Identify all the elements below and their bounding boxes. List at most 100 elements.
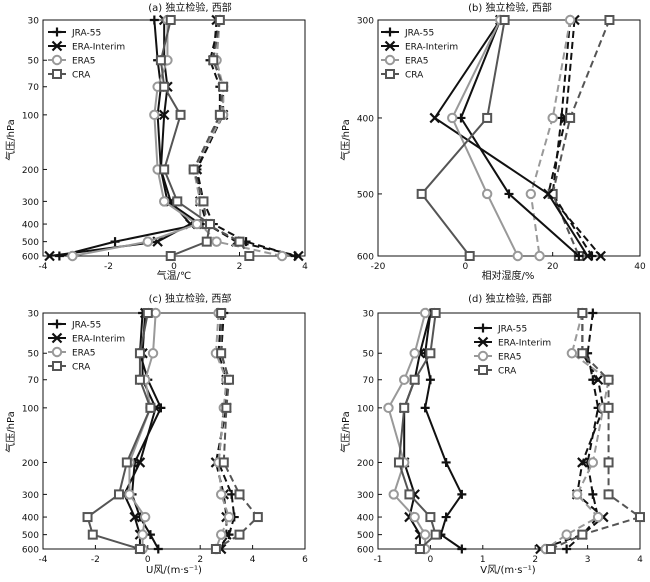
square-marker xyxy=(142,308,153,318)
x-tick-label: 1 xyxy=(480,555,486,565)
circle-marker xyxy=(383,402,394,414)
square-marker xyxy=(234,236,245,247)
plus-marker xyxy=(153,544,163,554)
legend-label: ERA-Interim xyxy=(498,339,551,349)
series-line xyxy=(547,19,602,257)
cross-marker xyxy=(429,112,441,124)
x-tick-label: 2 xyxy=(237,262,243,272)
square-marker xyxy=(393,457,404,468)
plus-marker xyxy=(420,403,430,413)
x-tick-label: 20 xyxy=(547,262,559,272)
x-axis-label: 相对湿度/% xyxy=(482,269,535,282)
series-cra-dashed xyxy=(547,15,615,261)
square-marker xyxy=(577,529,588,540)
circle-marker xyxy=(137,529,148,540)
plus-marker xyxy=(457,489,467,499)
legend-label: CRA xyxy=(405,71,424,81)
square-marker xyxy=(416,188,427,199)
series-era5-dashed xyxy=(540,307,614,555)
y-tick-label: 30 xyxy=(363,310,375,320)
square-marker xyxy=(603,457,614,468)
circle-marker xyxy=(447,112,458,124)
square-marker xyxy=(87,529,98,540)
circle-marker xyxy=(388,489,399,500)
y-tick-label: 600 xyxy=(357,546,374,556)
y-tick-label: 100 xyxy=(22,404,39,414)
x-tick-label: -2 xyxy=(91,555,100,565)
square-marker xyxy=(214,15,225,25)
plus-marker xyxy=(562,544,572,554)
y-tick-label: 200 xyxy=(22,166,39,176)
cross-marker xyxy=(582,250,593,262)
circle-marker xyxy=(477,350,489,362)
cross-marker xyxy=(477,336,489,348)
square-marker xyxy=(145,402,156,413)
square-marker xyxy=(404,489,415,500)
y-tick-label: 300 xyxy=(22,491,39,501)
x-tick-label: -1 xyxy=(374,555,383,565)
series-cra-solid xyxy=(155,15,216,261)
series-line xyxy=(215,313,260,550)
x-tick-label: 40 xyxy=(634,262,646,272)
square-marker xyxy=(565,112,576,123)
square-marker xyxy=(134,348,145,359)
series-era5-dashed xyxy=(525,14,576,262)
series-line xyxy=(529,19,572,257)
circle-marker xyxy=(149,109,160,121)
square-marker xyxy=(175,109,186,120)
cross-marker xyxy=(543,188,554,200)
y-axis-label: 气压/hPa xyxy=(4,119,17,160)
x-tick-label: 0 xyxy=(145,555,151,565)
square-marker xyxy=(208,55,219,66)
square-marker xyxy=(52,69,62,79)
legend-label: ERA5 xyxy=(498,353,521,363)
y-tick-label: 70 xyxy=(363,376,375,386)
square-marker xyxy=(172,196,183,207)
cross-marker xyxy=(595,250,606,262)
circle-marker xyxy=(481,188,493,200)
circle-marker xyxy=(564,14,576,26)
cross-marker xyxy=(51,332,63,344)
x-tick-label: 0 xyxy=(171,262,177,272)
x-axis-label: 气温/℃ xyxy=(157,269,192,282)
square-marker xyxy=(113,489,124,500)
series-cra-solid xyxy=(82,308,156,554)
cross-marker xyxy=(293,250,304,262)
square-marker xyxy=(224,374,235,385)
y-tick-label: 600 xyxy=(22,546,39,556)
chart-title: (a) 独立检验, 西部 xyxy=(148,1,231,14)
panel-c: -4 -2 0 2 4 6 30 50 70 100 200 300 400 500 600 (c) 独立检验… xyxy=(4,292,308,576)
square-marker xyxy=(603,489,614,500)
plus-marker xyxy=(456,113,466,123)
circle-marker xyxy=(147,348,159,359)
series-cra-solid xyxy=(393,308,441,554)
x-axis-label: U风/(m·s⁻¹) xyxy=(146,564,202,576)
square-marker xyxy=(635,512,645,523)
y-tick-label: 500 xyxy=(357,190,374,200)
circle-marker xyxy=(419,307,431,319)
square-marker xyxy=(425,348,436,359)
series-cra-dashed xyxy=(545,308,645,554)
y-tick-label: 30 xyxy=(28,310,40,320)
series-line xyxy=(451,19,519,257)
circle-marker xyxy=(215,529,227,540)
y-tick-label: 600 xyxy=(357,253,374,263)
square-marker xyxy=(121,457,132,468)
plus-marker xyxy=(441,512,451,522)
circle-marker xyxy=(139,511,151,523)
series-line xyxy=(433,19,589,257)
circle-marker xyxy=(399,374,410,385)
series-line xyxy=(420,19,506,257)
y-tick-label: 100 xyxy=(357,404,374,414)
cross-marker xyxy=(134,457,146,468)
series-line xyxy=(551,19,611,257)
circle-marker xyxy=(211,236,222,247)
y-tick-label: 70 xyxy=(28,83,40,93)
series-cra-dashed xyxy=(210,308,263,554)
square-marker xyxy=(159,81,170,92)
square-marker xyxy=(134,544,145,554)
legend-label: CRA xyxy=(498,367,517,377)
chart-title: (c) 独立检验, 西部 xyxy=(149,292,232,305)
circle-marker xyxy=(561,529,572,540)
